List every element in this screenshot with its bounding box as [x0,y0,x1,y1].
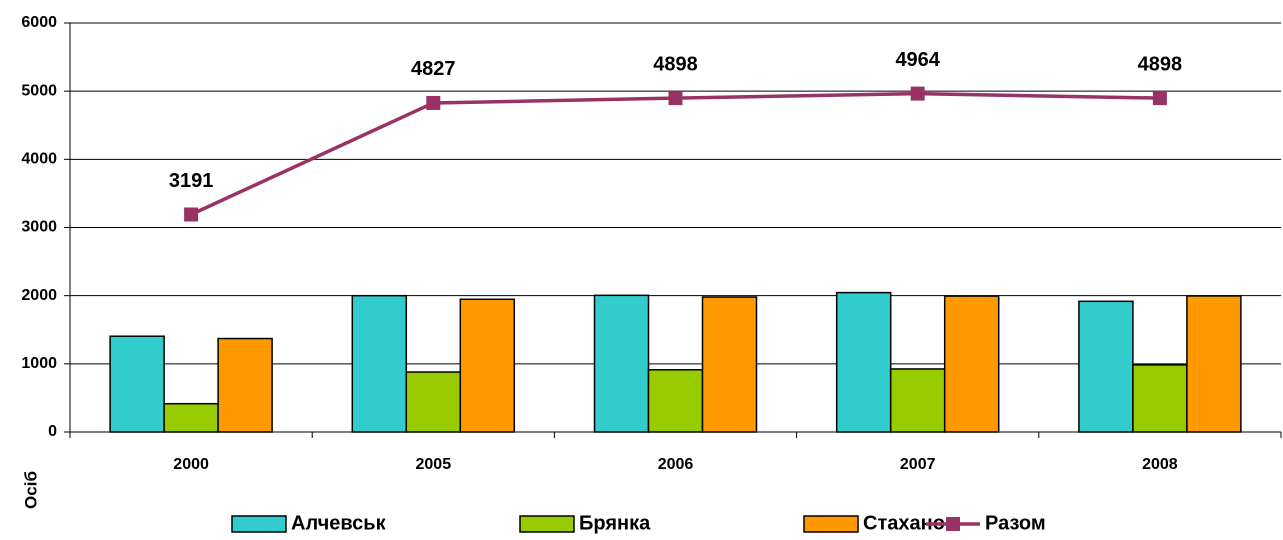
marker [910,86,925,101]
bar [701,296,758,433]
marker [184,207,199,222]
data-label: 3191 [169,170,214,192]
x-tick-label: 2008 [1142,456,1178,473]
data-label: 4898 [653,53,698,75]
bar [109,335,165,433]
x-tick-label: 2005 [416,456,452,473]
bar [459,298,516,433]
legend-label: Разом [985,512,1046,534]
line [190,91,1160,217]
bar [889,368,946,433]
marker [1152,91,1167,106]
data-label: 4898 [1138,53,1183,75]
data-label: 4827 [411,58,456,80]
legend-marker [946,517,960,531]
legend-swatch [231,515,287,533]
bar [1132,364,1188,433]
bar [1186,295,1242,433]
bar [647,369,704,433]
bar [593,294,650,433]
y-tick-label: 1000 [21,355,57,372]
legend-label: Брянка [579,512,651,534]
x-tick-label: 2000 [173,456,209,473]
legend-label: Стаханов [863,512,957,534]
y-tick-label: 4000 [21,151,57,168]
data-label: 4964 [895,49,940,71]
bar [163,402,219,433]
bar [1078,300,1134,433]
bar [351,294,408,433]
y-axis-label: Осіб [21,471,40,509]
bar [835,291,892,433]
bar [405,371,462,433]
y-tick-label: 5000 [21,82,57,99]
y-tick-label: 0 [48,423,57,440]
y-tick-label: 2000 [21,287,57,304]
legend-swatch [519,515,575,533]
x-tick-label: 2007 [900,456,936,473]
x-tick-label: 2006 [658,456,694,473]
bar [217,337,273,433]
legend-swatch [803,515,859,533]
y-tick-label: 6000 [21,14,57,31]
legend-label: Алчевськ [291,512,387,534]
marker [426,95,441,110]
marker [668,91,683,106]
bar [943,295,1000,433]
y-tick-label: 3000 [21,219,57,236]
